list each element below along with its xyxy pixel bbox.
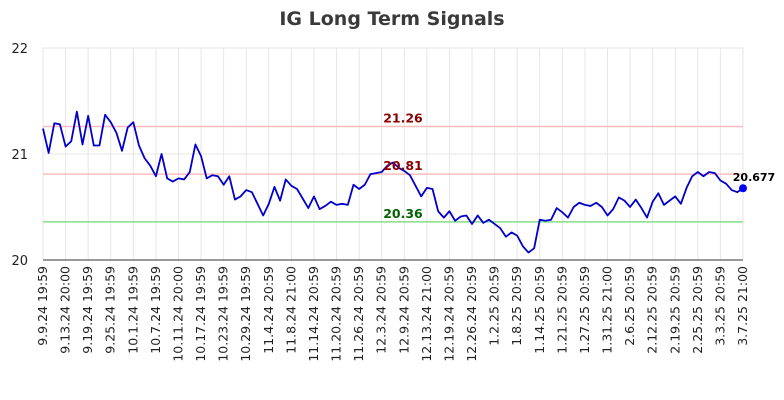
x-tick-label: 11.4.24 20:59 (261, 266, 276, 354)
x-tick-label: 9.9.24 19:59 (35, 266, 50, 346)
chart-title: IG Long Term Signals (279, 8, 504, 30)
x-tick-label: 12.19.24 20:59 (441, 266, 456, 362)
x-tick-label: 2.19.25 20:59 (667, 266, 682, 354)
grid (42, 47, 744, 261)
x-tick-label: 11.8.24 21:00 (283, 266, 298, 354)
x-tick-label: 11.14.24 20:59 (306, 266, 321, 362)
series-line (42, 110, 744, 254)
x-tick-label: 10.1.24 19:59 (125, 266, 140, 354)
x-tick-label: 1.8.25 20:59 (509, 266, 524, 346)
y-tick-label: 21 (11, 148, 28, 163)
y-tick-label: 20 (11, 254, 28, 269)
reference-line-label: 20.36 (383, 206, 423, 221)
x-tick-label: 2.25.25 20:59 (690, 266, 705, 354)
axes: 9.9.24 19:59 9.13.24 20:00 9.19.24 19:59 9.… (11, 42, 750, 362)
x-tick-label: 10.29.24 19:59 (238, 266, 253, 362)
x-tick-label: 3.3.25 20:59 (712, 266, 727, 346)
x-tick-label: 9.19.24 19:59 (80, 266, 95, 354)
x-tick-label: 2.6.25 20:59 (622, 266, 637, 346)
x-tick-label: 12.26.24 20:59 (464, 266, 479, 362)
x-tick-label: 12.9.24 20:59 (396, 266, 411, 354)
x-tick-label: 1.31.25 21:00 (600, 266, 615, 354)
x-tick-label: 9.25.24 19:59 (103, 266, 118, 354)
x-tick-label: 12.13.24 21:00 (419, 266, 434, 362)
x-tick-label: 11.26.24 20:59 (351, 266, 366, 362)
x-tick-label: 2.12.25 20:59 (645, 266, 660, 354)
labels: 21.26 20.81 20.36 20.677 (383, 110, 775, 220)
reference-line-label: 21.26 (383, 110, 423, 125)
last-point-marker (739, 184, 747, 193)
last-value-label: 20.677 (733, 171, 775, 184)
x-tick-label: 1.21.25 20:59 (554, 266, 569, 354)
x-tick-label: 1.14.25 20:59 (532, 266, 547, 354)
x-tick-label: 9.13.24 20:00 (58, 266, 73, 354)
series-layer (42, 110, 747, 254)
x-tick-label: 3.7.25 21:00 (735, 266, 750, 346)
reference-lines (43, 125, 743, 223)
x-tick-label: 12.3.24 20:59 (374, 266, 389, 354)
x-tick-label: 11.20.24 20:59 (329, 266, 344, 362)
x-tick-label: 1.2.25 20:59 (487, 266, 502, 346)
reference-line-label: 20.81 (383, 158, 423, 173)
x-tick-label: 10.23.24 19:59 (216, 266, 231, 362)
x-tick-label: 1.27.25 20:59 (577, 266, 592, 354)
y-tick-label: 22 (11, 42, 28, 57)
x-tick-label: 10.7.24 19:59 (148, 266, 163, 354)
x-tick-label: 10.11.24 20:00 (170, 266, 185, 362)
x-tick-label: 10.17.24 19:59 (193, 266, 208, 362)
